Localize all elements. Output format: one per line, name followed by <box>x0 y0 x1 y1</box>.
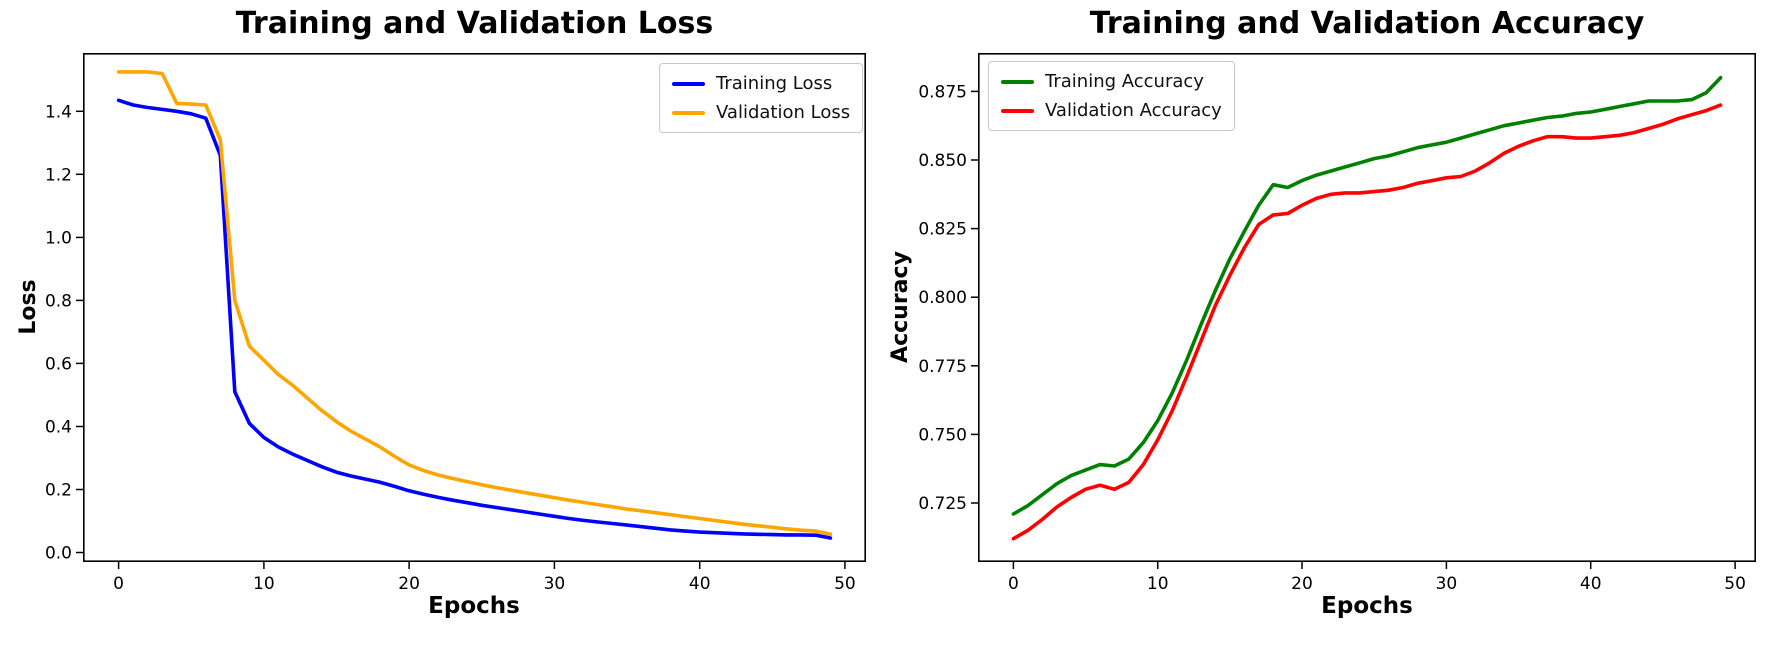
x-tick-label: 30 <box>544 574 566 594</box>
x-tick-label: 10 <box>1147 574 1169 594</box>
legend-item: Validation Loss <box>672 102 850 123</box>
legend-line-swatch <box>1001 108 1034 113</box>
x-tick-label: 20 <box>1291 574 1313 594</box>
y-tick-label: 0.750 <box>918 425 967 445</box>
x-tick-label: 40 <box>689 574 711 594</box>
loss-x-axis-label: Epochs <box>428 593 520 619</box>
accuracy-plot-area: 0 10 20 30 40 50 0.725 0.750 0.775 0.800 0.825 0.85… <box>918 53 1757 594</box>
y-tick-label: 0.725 <box>918 494 967 514</box>
legend-label: Validation Loss <box>716 102 851 123</box>
y-tick-label: 0.875 <box>918 82 967 102</box>
y-tick-label: 1.4 <box>45 102 72 122</box>
loss-chart-title: Training and Validation Loss <box>235 6 714 41</box>
plot-frame <box>83 53 867 562</box>
loss-y-axis-label: Loss <box>16 279 41 335</box>
legend-label: Training Accuracy <box>1045 71 1204 92</box>
legend-label: Validation Accuracy <box>1045 100 1222 121</box>
x-tick-label: 20 <box>398 574 420 594</box>
loss-chart-legend: Training Loss Validation Loss <box>659 63 864 133</box>
y-tick-label: 0.6 <box>45 354 72 374</box>
y-tick-label: 0.0 <box>45 544 72 564</box>
y-tick-label: 1.0 <box>45 228 72 248</box>
legend-item: Validation Accuracy <box>1001 100 1222 121</box>
x-tick-label: 40 <box>1580 574 1602 594</box>
y-tick-label: 0.8 <box>45 291 72 311</box>
x-tick-label: 10 <box>253 574 275 594</box>
y-tick-label: 1.2 <box>45 165 72 185</box>
x-tick-label: 0 <box>1008 574 1019 594</box>
loss-plot-area: 0 10 20 30 40 50 0.0 0.2 0.4 0.6 0.8 1.0 1.2 1.4 <box>45 53 867 594</box>
accuracy-chart-title: Training and Validation Accuracy <box>1089 6 1645 41</box>
x-tick-label: 50 <box>1724 574 1746 594</box>
validation-accuracy-line <box>1011 103 1723 541</box>
accuracy-y-axis-label: Accuracy <box>888 251 913 363</box>
y-tick-label: 0.825 <box>918 220 967 240</box>
y-tick-label: 0.850 <box>918 151 967 171</box>
accuracy-x-axis-label: Epochs <box>1321 593 1413 619</box>
x-tick-label: 50 <box>834 574 856 594</box>
legend-line-swatch <box>1001 79 1034 84</box>
accuracy-chart-legend: Training Accuracy Validation Accuracy <box>988 61 1235 131</box>
plot-frame <box>978 53 1757 562</box>
legend-item: Training Loss <box>672 73 850 94</box>
validation-loss-line <box>116 70 833 537</box>
y-tick-label: 0.775 <box>918 357 967 377</box>
x-tick-label: 30 <box>1436 574 1458 594</box>
y-tick-label: 0.2 <box>45 481 72 501</box>
legend-line-swatch <box>672 81 705 86</box>
y-tick-label: 0.4 <box>45 418 72 438</box>
legend-line-swatch <box>672 110 705 115</box>
training-loss-line <box>116 98 833 540</box>
y-tick-label: 0.800 <box>918 288 967 308</box>
legend-item: Training Accuracy <box>1001 71 1222 92</box>
legend-label: Training Loss <box>716 73 833 94</box>
x-tick-label: 0 <box>113 574 124 594</box>
training-accuracy-line <box>1011 75 1723 516</box>
